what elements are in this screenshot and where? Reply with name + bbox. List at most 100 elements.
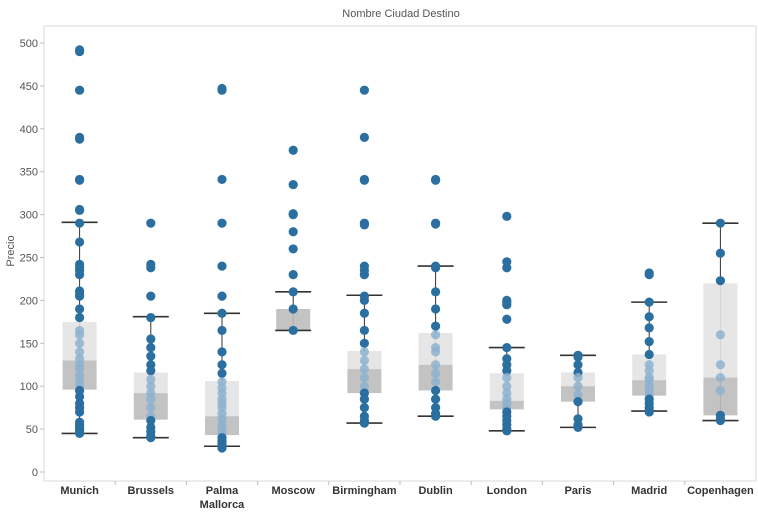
data-point xyxy=(75,312,85,323)
data-point xyxy=(644,349,654,360)
data-point xyxy=(217,85,227,95)
x-category-label: Munich xyxy=(60,485,99,497)
data-point xyxy=(502,366,512,376)
data-point xyxy=(217,325,227,336)
data-point xyxy=(288,325,298,336)
data-point xyxy=(75,330,85,340)
data-point xyxy=(359,355,369,366)
data-point xyxy=(431,175,441,185)
data-point xyxy=(644,366,654,376)
data-point xyxy=(288,244,298,254)
data-point xyxy=(146,334,156,344)
data-point xyxy=(288,210,298,220)
data-point xyxy=(573,390,583,400)
data-point xyxy=(146,394,156,404)
data-point xyxy=(146,381,156,391)
data-point xyxy=(431,304,441,314)
data-point xyxy=(288,145,298,155)
x-category-label: Moscow xyxy=(271,485,315,497)
data-point xyxy=(146,218,156,228)
data-point xyxy=(217,360,227,370)
data-point xyxy=(288,287,298,297)
data-point xyxy=(75,428,85,438)
y-axis: 0 50 100 150 200 250 300 350 400 450 500 xyxy=(20,38,44,479)
x-category-label-line: Paris xyxy=(565,485,592,497)
x-category-label-line: Moscow xyxy=(271,485,315,497)
x-axis: Munich Brussels Palma Mallorca Moscow Birming… xyxy=(60,481,754,511)
data-point xyxy=(146,374,156,384)
data-point xyxy=(502,373,512,383)
y-tick-label: 500 xyxy=(20,38,38,50)
data-point xyxy=(431,368,441,378)
data-point xyxy=(146,433,156,443)
data-point xyxy=(359,403,369,413)
data-point xyxy=(644,297,654,307)
data-point xyxy=(359,373,369,383)
x-category-label: London xyxy=(487,485,528,497)
data-point xyxy=(146,403,156,413)
data-point xyxy=(146,342,156,353)
data-point xyxy=(359,85,369,95)
x-category-label: Copenhagen xyxy=(687,485,754,497)
data-point xyxy=(502,381,512,391)
x-category-label-line: Mallorca xyxy=(200,499,246,511)
x-category-label: Dublin xyxy=(418,485,452,497)
data-point xyxy=(359,418,369,428)
data-point xyxy=(359,325,369,336)
data-point xyxy=(359,308,369,318)
data-point xyxy=(146,291,156,301)
data-point xyxy=(359,338,369,348)
data-point xyxy=(217,368,227,378)
data-point xyxy=(217,218,227,228)
x-category-label-line: Birmingham xyxy=(332,485,396,497)
data-point xyxy=(359,364,369,374)
data-point xyxy=(431,347,441,357)
data-point xyxy=(75,85,85,95)
data-point xyxy=(146,415,156,426)
data-point xyxy=(75,407,85,417)
y-tick-label: 250 xyxy=(20,253,38,265)
data-point xyxy=(146,351,156,361)
x-category-label: Brussels xyxy=(128,485,174,497)
x-category-label-line: Madrid xyxy=(631,485,667,497)
data-point xyxy=(431,377,441,387)
data-point xyxy=(502,263,512,273)
y-tick-label: 300 xyxy=(20,210,38,222)
data-point xyxy=(75,46,85,57)
data-point xyxy=(217,291,227,301)
data-point xyxy=(75,205,85,215)
y-tick-label: 400 xyxy=(20,124,38,136)
x-category-label: Palma Mallorca xyxy=(200,485,246,511)
data-point xyxy=(715,248,726,258)
data-point xyxy=(75,338,85,348)
y-tick-label: 150 xyxy=(20,338,38,350)
data-point xyxy=(288,179,298,190)
y-tick-label: 200 xyxy=(20,295,38,307)
data-point xyxy=(715,276,726,286)
data-point xyxy=(573,373,583,383)
data-point xyxy=(75,364,85,374)
x-category-label-line: London xyxy=(487,485,528,497)
data-point xyxy=(217,308,227,318)
data-point xyxy=(359,220,369,230)
data-point xyxy=(288,304,298,314)
data-point xyxy=(431,287,441,297)
x-category-label-line: Palma xyxy=(206,485,239,497)
x-category-label-line: Dublin xyxy=(418,485,452,497)
data-point xyxy=(359,381,369,391)
data-point xyxy=(288,227,298,237)
data-point xyxy=(502,426,512,436)
data-point xyxy=(431,411,441,421)
data-point xyxy=(288,270,298,280)
box-lower xyxy=(276,308,311,331)
y-tick-label: 450 xyxy=(20,81,38,93)
y-tick-label: 350 xyxy=(20,167,38,179)
data-point xyxy=(502,300,512,310)
data-point xyxy=(217,174,227,185)
data-point xyxy=(715,373,726,383)
x-category-label-line: Brussels xyxy=(128,485,174,497)
data-point xyxy=(75,134,85,144)
data-point xyxy=(217,261,227,271)
x-category-label-line: Munich xyxy=(60,485,99,497)
